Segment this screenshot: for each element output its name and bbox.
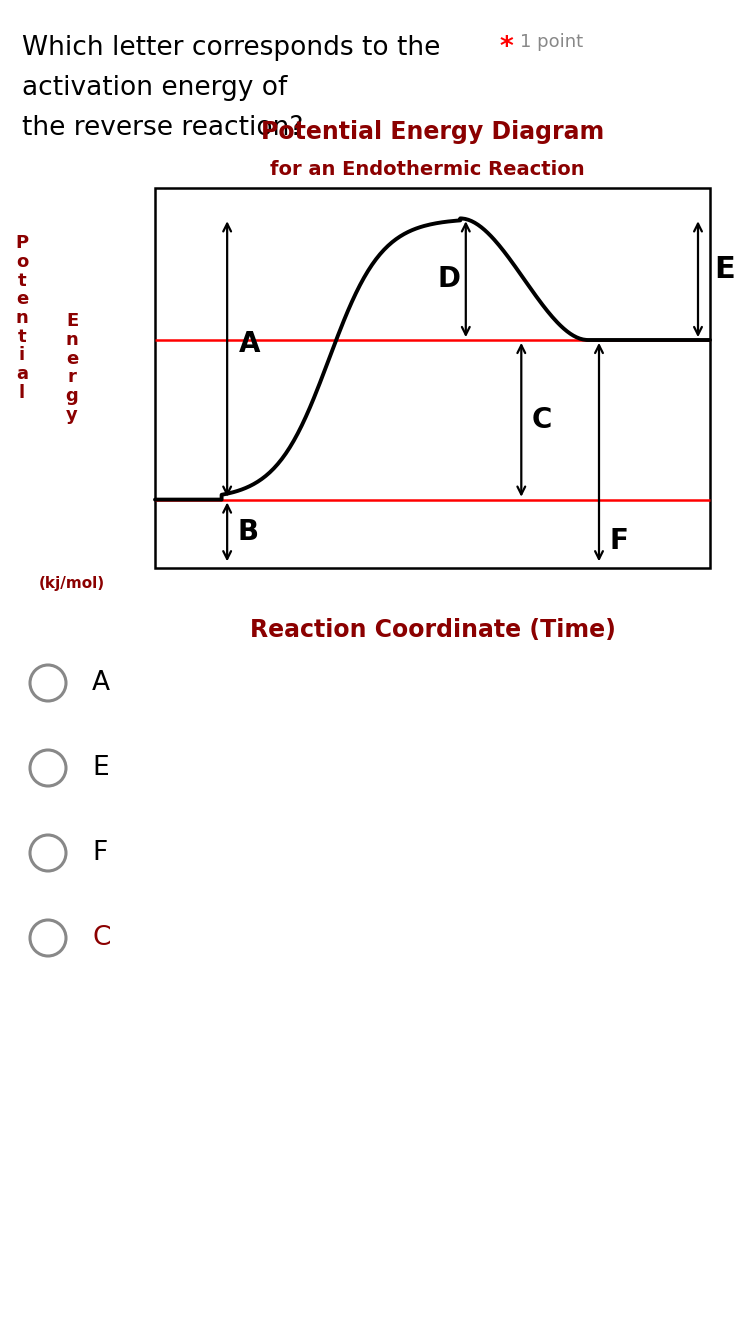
Text: for an Endothermic Reaction: for an Endothermic Reaction [270,160,585,179]
Text: F: F [609,528,628,555]
Text: 1 point: 1 point [520,34,583,51]
Text: (kj/mol): (kj/mol) [39,576,105,591]
Text: the reverse reaction?: the reverse reaction? [22,115,303,141]
Text: E
n
e
r
g
y: E n e r g y [65,313,78,424]
Text: C: C [92,925,111,951]
Text: D: D [438,265,461,293]
Text: C: C [532,406,552,434]
Text: activation energy of: activation energy of [22,75,287,101]
Text: Potential Energy Diagram: Potential Energy Diagram [261,120,604,144]
Text: Reaction Coordinate (Time): Reaction Coordinate (Time) [250,618,615,642]
Text: E: E [714,255,735,283]
Text: *: * [500,35,514,60]
Text: E: E [92,755,108,782]
Text: Which letter corresponds to the: Which letter corresponds to the [22,35,441,60]
Text: F: F [92,839,108,866]
Text: A: A [239,330,261,359]
Text: A: A [92,670,110,696]
Text: B: B [237,518,258,545]
Text: P
o
t
e
n
t
i
a
l: P o t e n t i a l [16,234,29,402]
Bar [155,188,710,568]
